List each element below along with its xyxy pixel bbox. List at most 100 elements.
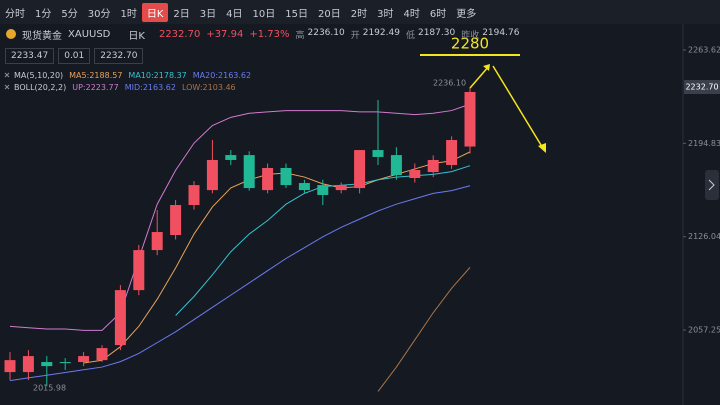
candle-body [59,362,71,364]
timeframe-button[interactable]: 3时 [377,8,394,20]
change-pct: +1.73% [249,28,290,40]
candle-body [133,250,145,291]
legend-entry: MID:2163.62 [125,83,176,92]
period[interactable]: 日K [128,30,145,42]
high-label: 2236.10 [433,79,466,88]
candle-body [114,290,126,346]
chevron [708,179,715,191]
legend-value: 2223.77 [85,83,119,92]
y-tick-label: 2126.04 [688,232,720,241]
legend-value: 2178.37 [153,71,187,80]
change: +37.94 [206,28,244,40]
stat-label: 开 [350,30,360,41]
price-tag [684,80,720,94]
legend-name: UP: [72,83,86,92]
candle-body [170,205,182,236]
arrow-up [469,65,490,89]
symbol: XAUUSD [68,28,111,40]
expand-button[interactable] [705,170,719,200]
candle-body [427,159,439,173]
legend-name: MA5: [69,71,90,80]
y-tick-label: 2057.25 [688,326,720,335]
timeframe-button[interactable]: 1时 [120,8,137,20]
arrow-head [483,64,490,71]
timeframe-button[interactable]: 15日 [285,8,309,20]
legend-title: BOLL(20,2,2) [14,83,67,92]
legend-name: MA10: [128,71,154,80]
timeframe-button[interactable]: 4时 [403,8,420,20]
indicator-line [9,185,471,382]
price-tag-text: 2232.70 [685,83,718,92]
timeframe-toolbar: 分时 1分 5分 30分 1时 日K 2日 3日 4日 10日 15日 20日 2时 3时 4时 6时 更多 [0,0,720,24]
timeframe-button[interactable]: 3日 [199,8,217,20]
candle-body [188,185,200,206]
candle-body [354,150,366,189]
legend-value: 2103.46 [202,83,236,92]
target-label: 2280 [451,35,489,53]
legend-entry: UP:2223.77 [72,83,118,92]
gold-icon [6,29,16,39]
input-box[interactable]: 2232.70 [94,48,144,64]
candle-body [372,150,384,157]
stat-label: 低 [405,30,415,41]
indicator-line [377,267,471,392]
legend-name: LOW: [181,83,203,92]
indicator-line [83,151,471,364]
stat-value: 2187.30 [417,27,456,38]
stat-label: 昨收 [461,30,480,41]
candle-body [206,159,218,191]
y-tick-label: 2263.62 [688,46,720,55]
candle-body [446,140,458,165]
input-box[interactable]: 0.01 [58,48,91,64]
ma-legend: MA(5,10,20) MA5:2188.57 MA10:2178.37 MA20:2… [14,71,251,80]
candle-body [78,356,90,363]
arrow-head [538,143,546,153]
timeframe-button[interactable]: 2日 [173,8,190,20]
quote-header: 现货黄金 XAUUSD 日K 2232.70 +37.94 +1.73% 高 22… [0,24,519,44]
timeframe-button[interactable]: 分时 [5,8,25,20]
candle-body [409,170,421,179]
candle-body [96,348,108,361]
candle-body [317,185,329,195]
candle-body [390,155,402,176]
low-label: 2015.98 [33,384,66,393]
candle-body [298,183,310,191]
indicator-line [9,103,471,331]
stat-value: 2236.10 [307,27,345,38]
timeframe-button[interactable]: 20日 [318,8,341,20]
instrument-name: 现货黄金 [22,30,62,42]
candle-body [225,155,237,160]
timeframe-button[interactable]: 30分 [87,8,111,20]
arrow-down [492,65,545,151]
legend-value: 2163.62 [142,83,176,92]
legend-entry: MA10:2178.37 [128,71,186,80]
candle-body [41,362,53,367]
timeframe-button[interactable]: 10日 [252,8,276,20]
timeframe-button[interactable]: 5分 [61,8,78,20]
timeframe-button[interactable]: 4日 [226,8,243,20]
timeframe-button[interactable]: 日K [141,2,169,22]
timeframe-button[interactable]: 1分 [35,8,52,20]
timeframe-button[interactable]: 6时 [429,8,447,20]
input-box[interactable]: 2233.47 [5,48,55,64]
legend-name: MA20: [192,71,219,80]
candle-body [464,91,476,147]
candle-body [151,232,163,251]
legend-title: MA(5,10,20) [14,71,64,80]
timeframe-button[interactable]: 更多 [456,8,477,20]
legend-entry: LOW:2103.46 [182,83,236,92]
candle-body [280,167,292,186]
order-inputs: 2233.47 0.01 2232.70 [0,46,144,66]
candle-body [262,167,274,191]
stat-label: 高 [295,30,305,41]
candle-body [335,185,347,191]
legend-entry: MA5:2188.57 [69,71,122,80]
legend-name: MID: [124,83,143,92]
legend-value: 2163.62 [218,71,252,80]
close-icons [4,72,10,90]
last-price: 2232.70 [158,28,201,40]
timeframe-button[interactable]: 2时 [350,8,368,20]
candle-body [243,155,255,189]
